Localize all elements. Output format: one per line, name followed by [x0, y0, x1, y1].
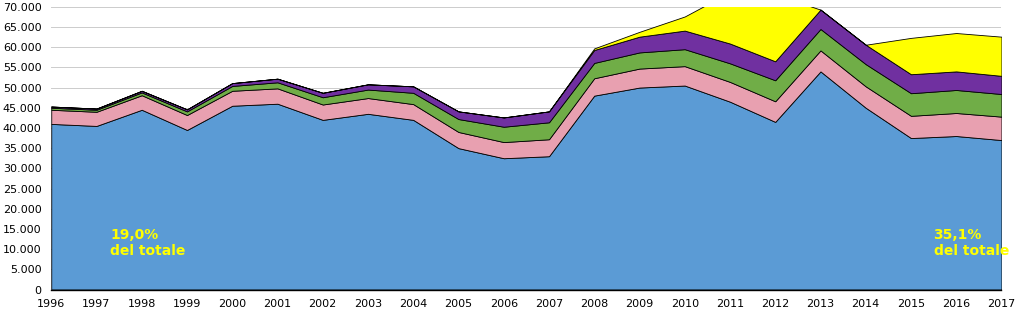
Text: 35,1%
del totale: 35,1% del totale: [934, 228, 1009, 258]
Text: 19,0%
del totale: 19,0% del totale: [110, 228, 185, 258]
